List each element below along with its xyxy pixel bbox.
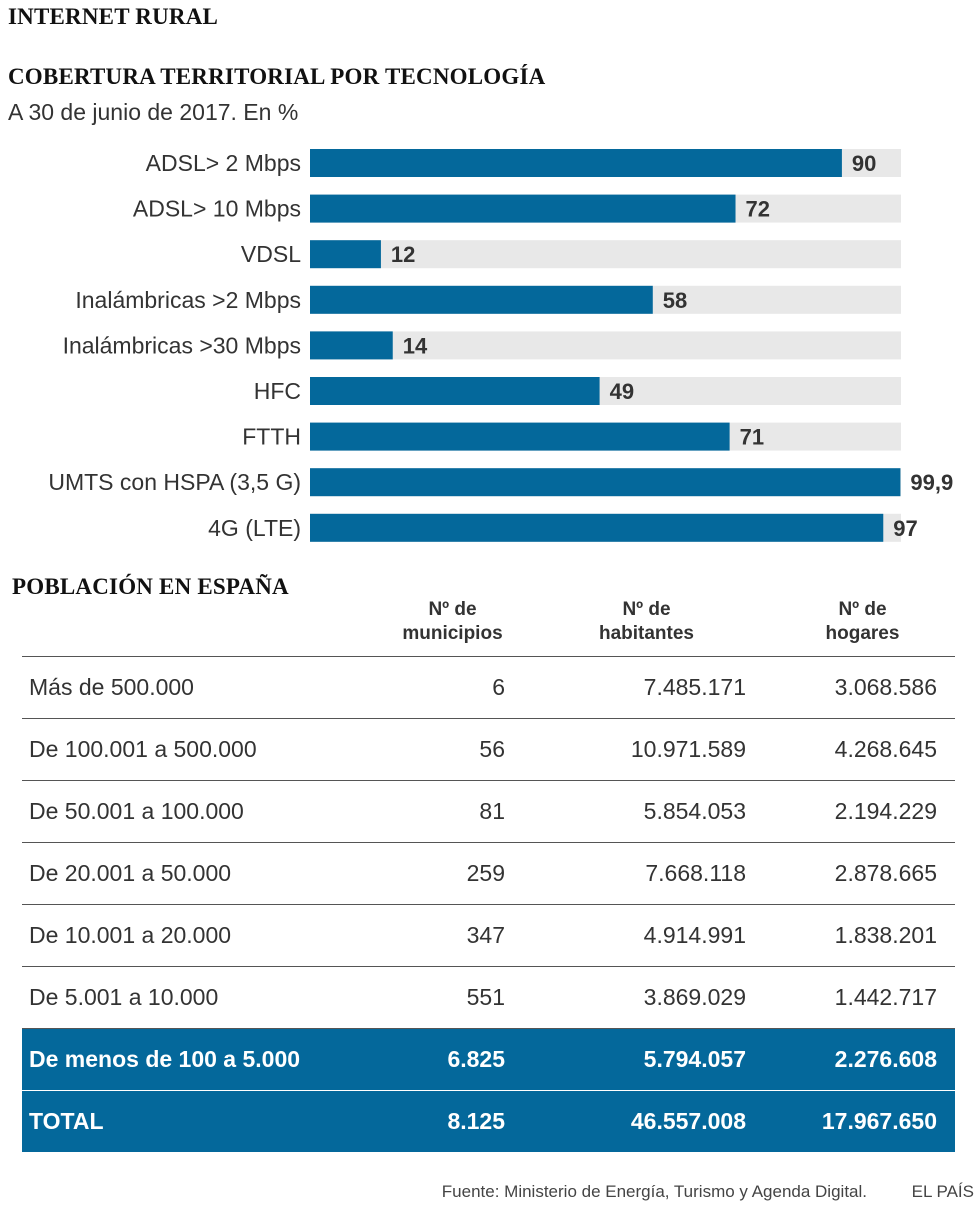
bar-group: HFC 49 bbox=[254, 377, 901, 405]
category-label: ADSL> 2 Mbps bbox=[146, 150, 301, 176]
value-label: 97 bbox=[893, 516, 917, 541]
value-cell: 81 bbox=[394, 780, 511, 843]
value-cell: 347 bbox=[394, 904, 511, 967]
category-label: ADSL> 10 Mbps bbox=[133, 196, 301, 222]
value-cell: 4.268.645 bbox=[752, 718, 955, 781]
bar bbox=[310, 377, 600, 405]
table-row: Más de 500.000 6 7.485.171 3.068.586 bbox=[22, 656, 955, 719]
value-cell: 2.276.608 bbox=[752, 1028, 955, 1091]
table-row: De 5.001 a 10.000 551 3.869.029 1.442.717 bbox=[22, 966, 955, 1029]
value-cell: 259 bbox=[394, 842, 511, 905]
value-cell: 8.125 bbox=[394, 1090, 511, 1152]
value-cell: 1.838.201 bbox=[752, 904, 955, 967]
row-label-cell: De 50.001 a 100.000 bbox=[22, 780, 394, 843]
value-cell: 46.557.008 bbox=[511, 1090, 752, 1152]
main-title: INTERNET RURAL bbox=[8, 4, 219, 29]
bar bbox=[310, 513, 884, 542]
bar-group: FTTH 71 bbox=[242, 422, 901, 451]
value-cell: 56 bbox=[394, 718, 511, 781]
row-label-cell: De 5.001 a 10.000 bbox=[22, 966, 394, 1029]
chart-subtitle: A 30 de junio de 2017. En % bbox=[8, 99, 299, 125]
value-cell: 2.878.665 bbox=[752, 842, 955, 905]
value-cell: 6 bbox=[394, 656, 511, 719]
value-label: 14 bbox=[403, 333, 428, 358]
row-label-cell: De 20.001 a 50.000 bbox=[22, 842, 394, 905]
row-label-cell: TOTAL bbox=[22, 1090, 394, 1152]
table-row: De 10.001 a 20.000 347 4.914.991 1.838.201 bbox=[22, 904, 955, 967]
population-table: Nº de municipios Nº de habitantes Nº de … bbox=[22, 598, 955, 1152]
table-header-cell bbox=[22, 598, 394, 657]
bar bbox=[310, 331, 393, 360]
row-label-cell: De menos de 100 a 5.000 bbox=[22, 1028, 394, 1091]
coverage-bar-chart: ADSL> 2 Mbps 90 ADSL> 10 Mbps 72 VDSL 12 Inalá… bbox=[48, 149, 953, 542]
bar-group: Inalámbricas >2 Mbps 58 bbox=[75, 285, 901, 314]
bar-group: 4G (LTE) 97 bbox=[208, 513, 918, 542]
bar bbox=[310, 149, 842, 177]
value-label: 58 bbox=[663, 288, 687, 313]
chart-title: COBERTURA TERRITORIAL POR TECNOLOGÍA bbox=[8, 64, 546, 89]
bar-group: VDSL 12 bbox=[241, 240, 901, 269]
value-label: 12 bbox=[391, 242, 415, 267]
value-cell: 7.485.171 bbox=[511, 656, 752, 719]
bar bbox=[310, 285, 653, 314]
value-label: 99,9 bbox=[910, 470, 953, 495]
bar bbox=[310, 468, 901, 497]
table-body: Más de 500.000 6 7.485.171 3.068.586 De 100.… bbox=[22, 656, 955, 1152]
value-cell: 3.068.586 bbox=[752, 656, 955, 719]
value-label: 71 bbox=[740, 425, 764, 450]
category-label: Inalámbricas >2 Mbps bbox=[75, 287, 301, 313]
row-label-cell: Más de 500.000 bbox=[22, 656, 394, 719]
table-row-highlight: De menos de 100 a 5.000 6.825 5.794.057 2.2… bbox=[22, 1028, 955, 1091]
bar-track bbox=[310, 240, 901, 269]
table-header-municipios: Nº de municipios bbox=[394, 598, 511, 657]
value-cell: 5.854.053 bbox=[511, 780, 752, 843]
row-label-cell: De 100.001 a 500.000 bbox=[22, 718, 394, 781]
bar-group: ADSL> 2 Mbps 90 bbox=[146, 149, 901, 177]
value-cell: 4.914.991 bbox=[511, 904, 752, 967]
value-label: 72 bbox=[746, 197, 770, 222]
table-header-row: Nº de municipios Nº de habitantes Nº de … bbox=[22, 598, 955, 657]
value-cell: 6.825 bbox=[394, 1028, 511, 1091]
bar bbox=[310, 422, 730, 451]
value-cell: 1.442.717 bbox=[752, 966, 955, 1029]
bar-group: ADSL> 10 Mbps 72 bbox=[133, 194, 901, 223]
value-cell: 3.869.029 bbox=[511, 966, 752, 1029]
table-row-highlight: TOTAL 8.125 46.557.008 17.967.650 bbox=[22, 1090, 955, 1152]
table-row: De 100.001 a 500.000 56 10.971.589 4.268.64… bbox=[22, 718, 955, 781]
value-label: 49 bbox=[610, 379, 634, 404]
source-note: Fuente: Ministerio de Energía, Turismo y… bbox=[441, 1182, 867, 1201]
value-cell: 5.794.057 bbox=[511, 1028, 752, 1091]
bar-track bbox=[310, 331, 901, 360]
table-row: De 50.001 a 100.000 81 5.854.053 2.194.229 bbox=[22, 780, 955, 843]
bar-group: UMTS con HSPA (3,5 G) 99,9 bbox=[48, 468, 953, 497]
category-label: HFC bbox=[254, 378, 301, 404]
brand-credit: EL PAÍS bbox=[911, 1182, 974, 1201]
value-cell: 17.967.650 bbox=[752, 1090, 955, 1152]
value-cell: 10.971.589 bbox=[511, 718, 752, 781]
category-label: UMTS con HSPA (3,5 G) bbox=[48, 469, 301, 495]
category-label: 4G (LTE) bbox=[208, 515, 301, 541]
bar-group: Inalámbricas >30 Mbps 14 bbox=[63, 331, 901, 360]
table-header-hogares: Nº de hogares bbox=[752, 598, 955, 657]
table-header-habitantes: Nº de habitantes bbox=[511, 598, 752, 657]
category-label: VDSL bbox=[241, 241, 301, 267]
table-row: De 20.001 a 50.000 259 7.668.118 2.878.665 bbox=[22, 842, 955, 905]
table-title: POBLACIÓN EN ESPAÑA bbox=[12, 574, 289, 599]
category-label: Inalámbricas >30 Mbps bbox=[63, 332, 301, 358]
row-label-cell: De 10.001 a 20.000 bbox=[22, 904, 394, 967]
value-cell: 551 bbox=[394, 966, 511, 1029]
value-cell: 7.668.118 bbox=[511, 842, 752, 905]
value-cell: 2.194.229 bbox=[752, 780, 955, 843]
value-label: 90 bbox=[852, 151, 876, 176]
bar bbox=[310, 240, 381, 269]
category-label: FTTH bbox=[242, 424, 301, 450]
bar bbox=[310, 194, 736, 223]
